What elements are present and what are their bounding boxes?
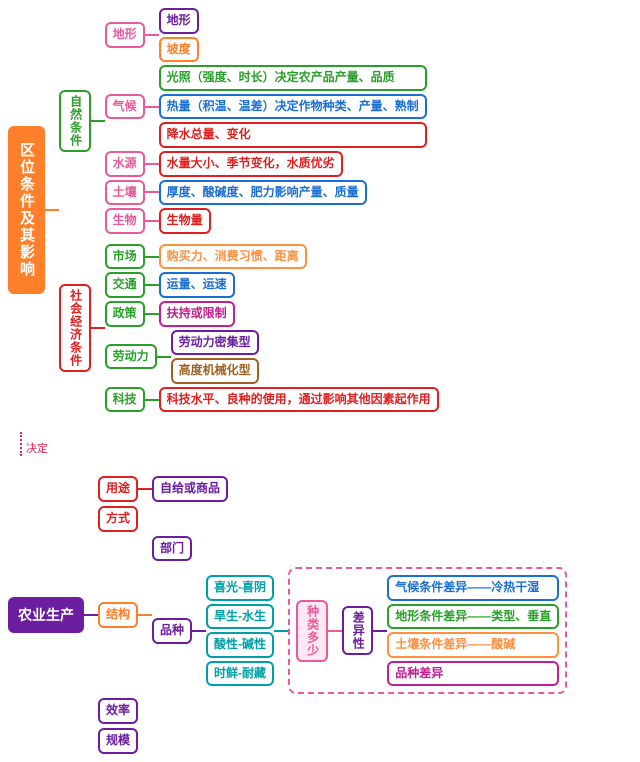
mindmap: 区位条件及其影响 自然条件 地形 地形 坡度 <box>8 8 632 754</box>
node-social: 社会经济条件 <box>59 284 91 372</box>
leaf-traffic: 运量、运速 <box>159 272 235 298</box>
node-scale: 规模 <box>98 728 138 754</box>
node-policy: 政策 <box>105 301 145 327</box>
leaf-pair-4: 时鲜-耐藏 <box>206 661 274 687</box>
branch-mode: 方式 <box>98 506 567 532</box>
leaf-climate-2: 热量（积温、温差）决定作物种类、产量、熟制 <box>159 94 427 120</box>
branch-terrain: 地形 地形 坡度 <box>105 8 427 62</box>
leaf-use: 自给或商品 <box>152 476 228 502</box>
branch-soil: 土壤 厚度、酸碱度、肥力影响产量、质量 <box>105 180 427 206</box>
types-dashbox: 种类多少 差异性 气候条件差异——冷热干湿 地形条件差异——类型、垂直 土壤条件… <box>288 567 567 694</box>
node-natural: 自然条件 <box>59 90 91 152</box>
node-types: 种类多少 <box>296 600 328 662</box>
branch-natural: 自然条件 地形 地形 坡度 气候 <box>59 8 439 234</box>
leaf-climate-3: 降水总量、变化 <box>159 122 427 148</box>
leaf-pair-2: 旱生-水生 <box>206 604 274 630</box>
branch-water: 水源 水量大小、季节变化，水质优劣 <box>105 151 427 177</box>
leaf-tech: 科技水平、良种的使用，通过影响其他因素起作用 <box>159 387 439 413</box>
leaf-diff-4: 品种差异 <box>387 661 559 687</box>
leaf-pair-1: 喜光-喜阴 <box>206 575 274 601</box>
node-eff: 效率 <box>98 698 138 724</box>
leaf-diff-2: 地形条件差异——类型、垂直 <box>387 604 559 630</box>
node-diff: 差异性 <box>342 606 374 655</box>
branch-social: 社会经济条件 市场 购买力、消费习惯、距离 交通 运量、运速 政策 <box>59 244 439 413</box>
node-traffic: 交通 <box>105 272 145 298</box>
node-variety: 品种 <box>152 618 192 644</box>
node-soil: 土壤 <box>105 180 145 206</box>
leaf-market: 购买力、消费习惯、距离 <box>159 244 307 270</box>
root-agriculture: 农业生产 <box>8 597 84 633</box>
root-location: 区位条件及其影响 <box>8 126 45 294</box>
leaf-bio: 生物量 <box>159 208 211 234</box>
leaf-policy: 扶持或限制 <box>159 301 235 327</box>
node-market: 市场 <box>105 244 145 270</box>
determines-link: 决定 <box>20 432 632 456</box>
node-labor: 劳动力 <box>105 344 157 370</box>
leaf-diff-1: 气候条件差异——冷热干湿 <box>387 575 559 601</box>
leaf-water: 水量大小、季节变化，水质优劣 <box>159 151 343 177</box>
leaf-pair-3: 酸性-碱性 <box>206 632 274 658</box>
node-terrain: 地形 <box>105 22 145 48</box>
node-water: 水源 <box>105 151 145 177</box>
leaf-terrain-1: 地形 <box>159 8 199 34</box>
node-tech: 科技 <box>105 387 145 413</box>
leaf-soil: 厚度、酸碱度、肥力影响产量、质量 <box>159 180 367 206</box>
leaf-climate-1: 光照（强度、时长）决定农产品产量、品质 <box>159 65 427 91</box>
node-struct: 结构 <box>98 602 138 628</box>
leaf-labor-2: 高度机械化型 <box>171 358 259 384</box>
branch-use: 用途 自给或商品 <box>98 476 567 502</box>
branch-policy: 政策 扶持或限制 <box>105 301 439 327</box>
leaf-diff-3: 土壤条件差异——酸碱 <box>387 632 559 658</box>
leaf-terrain-2: 坡度 <box>159 37 199 63</box>
branch-variety: 品种 喜光-喜阴 旱生-水生 酸性-碱性 时鲜-耐藏 种类多少 <box>152 567 567 694</box>
branch-tech: 科技 科技水平、良种的使用，通过影响其他因素起作用 <box>105 387 439 413</box>
branch-market: 市场 购买力、消费习惯、距离 <box>105 244 439 270</box>
connector <box>45 209 59 211</box>
node-bio: 生物 <box>105 208 145 234</box>
node-mode: 方式 <box>98 506 138 532</box>
branch-climate: 气候 光照（强度、时长）决定农产品产量、品质 热量（积温、温差）决定作物种类、产… <box>105 65 427 148</box>
branch-labor: 劳动力 劳动力密集型 高度机械化型 <box>105 330 439 384</box>
section-agriculture: 农业生产 用途 自给或商品 方式 结构 部门 品种 <box>8 476 632 753</box>
node-dept: 部门 <box>152 536 192 562</box>
branch-struct: 结构 部门 品种 喜光-喜阴 旱生-水生 酸性-碱性 时鲜-耐藏 <box>98 536 567 695</box>
branch-bio: 生物 生物量 <box>105 208 427 234</box>
branch-traffic: 交通 运量、运速 <box>105 272 439 298</box>
leaf-labor-1: 劳动力密集型 <box>171 330 259 356</box>
section-location-factors: 区位条件及其影响 自然条件 地形 地形 坡度 <box>8 8 632 412</box>
node-use: 用途 <box>98 476 138 502</box>
node-climate: 气候 <box>105 94 145 120</box>
